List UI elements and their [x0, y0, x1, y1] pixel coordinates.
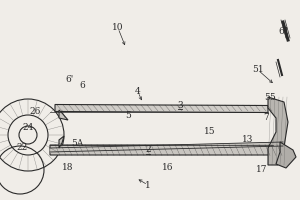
Text: 55: 55	[264, 94, 276, 102]
Polygon shape	[59, 136, 64, 148]
Polygon shape	[59, 110, 68, 120]
Text: 5: 5	[125, 110, 131, 119]
Text: 51: 51	[252, 66, 264, 74]
Text: 5A: 5A	[71, 138, 83, 148]
Polygon shape	[50, 145, 276, 155]
Text: 24: 24	[22, 123, 34, 132]
Text: 4: 4	[135, 88, 141, 97]
Text: 61: 61	[278, 27, 290, 36]
Text: 2: 2	[145, 146, 151, 154]
Polygon shape	[268, 97, 288, 165]
Text: 26: 26	[29, 108, 41, 116]
Polygon shape	[276, 142, 296, 168]
Text: 1: 1	[145, 180, 151, 190]
Text: 3: 3	[177, 100, 183, 110]
Text: 6': 6'	[66, 75, 74, 84]
Text: 15: 15	[204, 128, 216, 136]
Text: 22: 22	[16, 144, 28, 152]
Text: 16: 16	[162, 164, 174, 172]
Text: 7: 7	[263, 114, 269, 122]
Polygon shape	[55, 104, 268, 112]
Text: 6: 6	[79, 80, 85, 90]
Text: 10: 10	[112, 23, 124, 32]
Text: 17: 17	[256, 166, 268, 174]
Text: 13: 13	[242, 136, 254, 144]
Text: 18: 18	[62, 164, 74, 172]
